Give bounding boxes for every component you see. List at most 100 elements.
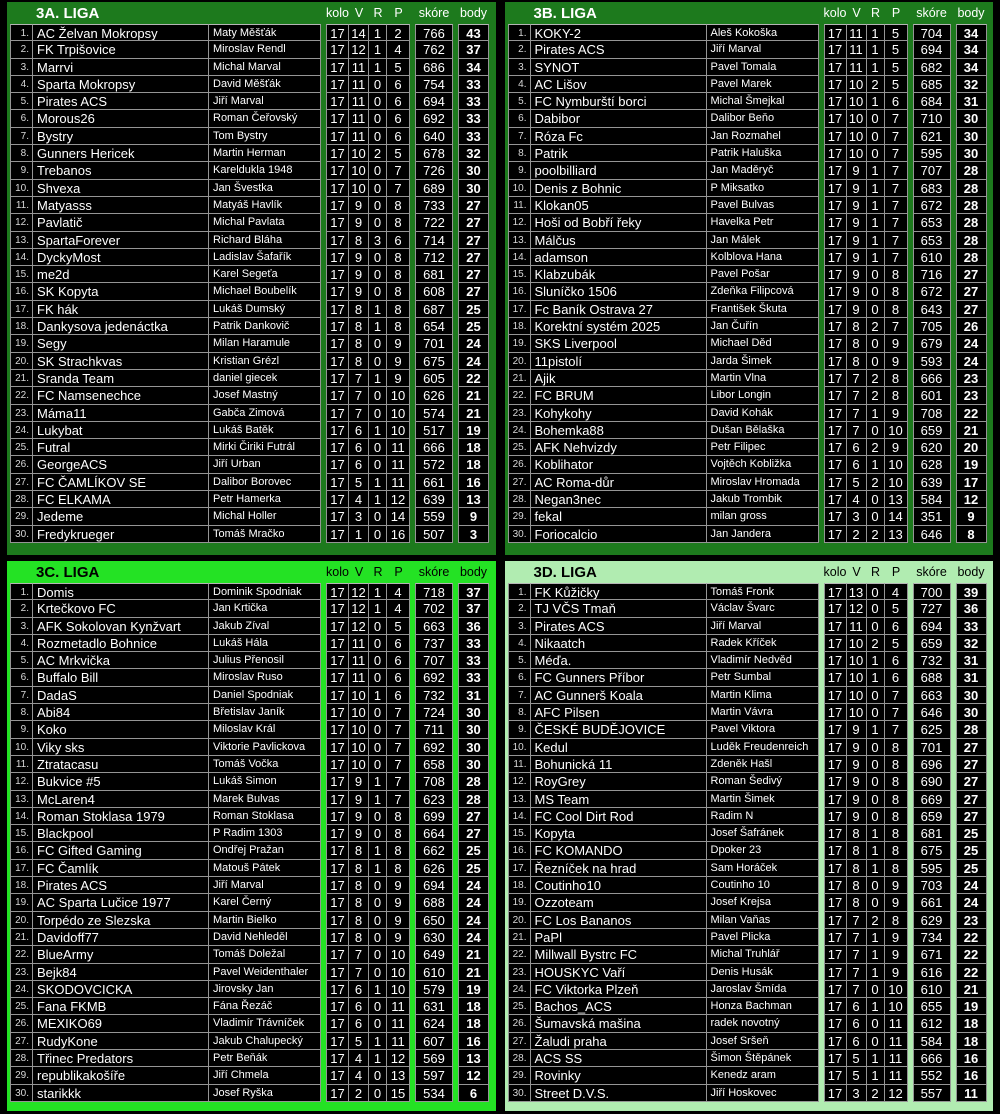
team-cell: Bachos_ACS [530,998,707,1016]
rank-cell: 8. [507,704,531,722]
player-cell: Michal Holler [209,508,321,526]
points-cell: 30 [955,145,987,163]
team-cell: Bystry [33,127,209,146]
wins-cell: 11 [349,75,369,94]
wins-cell: 9 [349,773,369,791]
points-cell: 33 [458,75,489,94]
score-cell: 584 [912,1032,951,1051]
wins-cell: 11 [349,652,369,670]
draws-cell: 1 [866,58,885,76]
kolo-cell: 17 [326,24,349,42]
points-cell: 25 [955,859,987,878]
rank-cell: 29. [10,1067,33,1085]
wins-cell: 9 [349,825,369,843]
draws-cell: 1 [369,600,387,618]
kolo-cell: 17 [823,928,847,947]
rank-cell: 1. [10,24,33,42]
score-cell: 688 [912,669,951,687]
wins-cell: 8 [846,335,867,353]
losses-cell: 16 [387,525,410,543]
losses-cell: 10 [387,387,410,405]
points-cell: 27 [955,790,987,808]
team-cell: Málčus [530,231,707,249]
kolo-cell: 17 [823,231,847,249]
losses-cell: 5 [884,600,908,618]
wins-cell: 12 [349,600,369,618]
rank-cell: 18. [507,318,531,336]
league-header: 3B. LIGA kolo V R P skóre body [508,4,994,23]
rank-cell: 26. [507,1015,531,1033]
rank-cell: 9. [507,721,531,739]
rank-cell: 4. [507,634,531,653]
kolo-cell: 17 [326,352,349,370]
kolo-cell: 17 [823,704,847,722]
losses-cell: 11 [387,1015,410,1033]
kolo-cell: 17 [823,842,847,860]
team-cell: AFC Pilsen [530,704,707,722]
kolo-cell: 17 [326,807,349,826]
team-cell: SpartaForever [33,231,209,249]
player-cell: Zdeněk Hašl [706,755,819,774]
points-cell: 24 [955,352,987,370]
player-cell: Patrik Haluška [706,145,819,163]
team-cell: Pirates ACS [530,617,707,635]
rank-cell: 16. [10,842,33,860]
losses-cell: 9 [387,352,410,370]
wins-cell: 8 [846,352,867,370]
kolo-cell: 17 [326,946,349,964]
team-cell: poolbilliard [530,162,707,180]
wins-cell: 5 [349,473,369,492]
draws-cell: 1 [866,162,885,180]
wins-cell: 9 [846,196,867,215]
team-cell: McLaren4 [33,790,209,808]
wins-cell: 8 [349,842,369,860]
kolo-cell: 17 [823,1067,847,1085]
player-cell: Miroslav Ruso [209,669,321,687]
draws-cell: 0 [866,110,885,128]
score-cell: 710 [912,110,951,128]
score-cell: 754 [415,75,453,94]
team-cell: Street D.V.S. [530,1084,707,1102]
rank-cell: 18. [507,877,531,895]
rank-cell: 7. [10,127,33,146]
draws-cell: 0 [369,335,387,353]
draws-cell: 1 [369,318,387,336]
draws-cell: 3 [369,231,387,249]
draws-cell: 1 [369,58,387,76]
kolo-cell: 17 [326,404,349,422]
wins-cell: 7 [846,369,867,388]
draws-cell: 0 [369,179,387,197]
player-cell: Lukáš Hála [209,634,321,653]
rank-cell: 20. [507,352,531,370]
kolo-cell: 17 [823,473,847,492]
score-cell: 639 [912,473,951,492]
player-cell: Jiří Marval [706,617,819,635]
losses-cell: 7 [884,127,908,146]
player-cell: Martin Bielko [209,911,321,929]
losses-cell: 11 [884,1015,908,1033]
rank-cell: 27. [10,1032,33,1051]
draws-cell: 0 [866,266,885,284]
score-cell: 661 [912,894,951,912]
wins-cell: 10 [846,145,867,163]
points-cell: 18 [955,1032,987,1051]
points-cell: 16 [458,1032,489,1051]
losses-cell: 10 [884,421,908,440]
wins-cell: 5 [846,1050,867,1068]
kolo-cell: 17 [823,773,847,791]
kolo-cell: 17 [326,1050,349,1068]
team-cell: Korektní systém 2025 [530,318,707,336]
rank-cell: 10. [507,179,531,197]
player-cell: Jakub Trombik [706,491,819,509]
kolo-cell: 17 [326,894,349,912]
score-cell: 724 [415,704,453,722]
points-cell: 27 [458,196,489,215]
losses-cell: 8 [387,248,410,267]
points-cell: 19 [458,980,489,999]
player-cell: Libor Longin [706,387,819,405]
player-cell: Petr Hamerka [209,491,321,509]
draws-cell: 1 [866,669,885,687]
kolo-cell: 17 [823,456,847,474]
team-cell: SYNOT [530,58,707,76]
